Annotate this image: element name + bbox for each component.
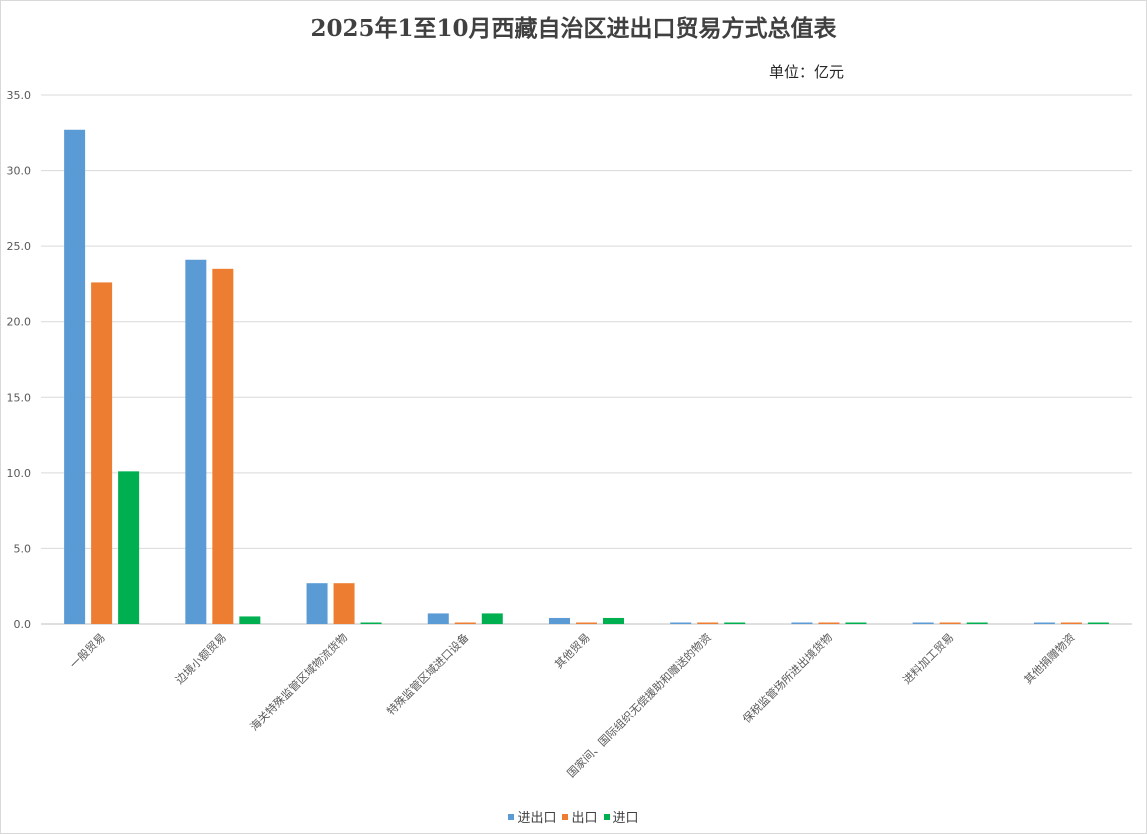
bar-total[interactable] xyxy=(549,617,570,624)
bar-total[interactable] xyxy=(912,622,934,625)
bar-export[interactable] xyxy=(818,622,840,625)
legend-swatch xyxy=(562,813,569,820)
chart-legend: 进出口 出口 进口 xyxy=(1,807,1146,826)
bar-import[interactable] xyxy=(360,622,382,625)
bar-total[interactable] xyxy=(1033,622,1055,625)
legend-swatch xyxy=(603,813,610,820)
unit-label: 单位：亿元 xyxy=(769,63,845,81)
legend-label: 进口 xyxy=(612,811,639,826)
bar-export[interactable] xyxy=(333,583,355,624)
x-category-label: 其他贸易 xyxy=(552,631,592,671)
bar-import[interactable] xyxy=(118,471,140,624)
bar-import[interactable] xyxy=(239,616,261,624)
legend-label: 出口 xyxy=(571,811,598,826)
legend-item[interactable]: 出口 xyxy=(562,807,598,826)
y-tick-label: 10.0 xyxy=(7,467,32,480)
bar-import[interactable] xyxy=(724,622,746,625)
x-category-label: 国家间、国际组织无偿援助和赠送的物资 xyxy=(564,630,714,780)
x-category-label: 特殊监管区域进口设备 xyxy=(384,630,472,718)
bar-total[interactable] xyxy=(670,622,692,625)
bar-total[interactable] xyxy=(791,622,813,625)
bar-export[interactable] xyxy=(1060,622,1082,625)
bar-import[interactable] xyxy=(1087,622,1109,625)
bar-export[interactable] xyxy=(697,622,719,625)
y-tick-label: 20.0 xyxy=(7,316,32,329)
bar-import[interactable] xyxy=(603,617,624,624)
x-category-label: 进料加工贸易 xyxy=(900,630,957,687)
x-category-label: 保税监管场所进出境货物 xyxy=(740,630,835,725)
chart-title: 2025年1至10月西藏自治区进出口贸易方式总值表 xyxy=(310,15,837,42)
bar-export[interactable] xyxy=(454,622,476,625)
y-tick-label: 30.0 xyxy=(7,165,32,178)
x-category-label: 其他捐赠物资 xyxy=(1021,630,1078,687)
bar-export[interactable] xyxy=(212,268,234,624)
bar-export[interactable] xyxy=(91,282,113,624)
y-tick-label: 15.0 xyxy=(7,391,32,404)
bar-total[interactable] xyxy=(185,259,207,624)
x-category-label: 一般贸易 xyxy=(67,631,107,671)
legend-item[interactable]: 进口 xyxy=(603,807,639,826)
legend-item[interactable]: 进出口 xyxy=(508,807,556,826)
x-category-label: 海关特殊监管区域物流货物 xyxy=(247,630,350,733)
y-tick-label: 35.0 xyxy=(7,89,32,102)
bar-import[interactable] xyxy=(845,622,867,625)
bar-import[interactable] xyxy=(481,613,503,624)
legend-label: 进出口 xyxy=(517,811,557,826)
y-tick-label: 25.0 xyxy=(7,240,32,253)
x-category-label: 边境小额贸易 xyxy=(172,630,229,687)
y-tick-label: 0.0 xyxy=(14,618,32,631)
bar-total[interactable] xyxy=(427,613,449,624)
bar-total[interactable] xyxy=(64,129,86,624)
bar-export[interactable] xyxy=(576,622,597,625)
bar-export[interactable] xyxy=(939,622,961,625)
y-tick-label: 5.0 xyxy=(14,542,32,555)
bar-import[interactable] xyxy=(966,622,988,625)
bar-total[interactable] xyxy=(306,583,328,624)
legend-swatch xyxy=(508,813,515,820)
